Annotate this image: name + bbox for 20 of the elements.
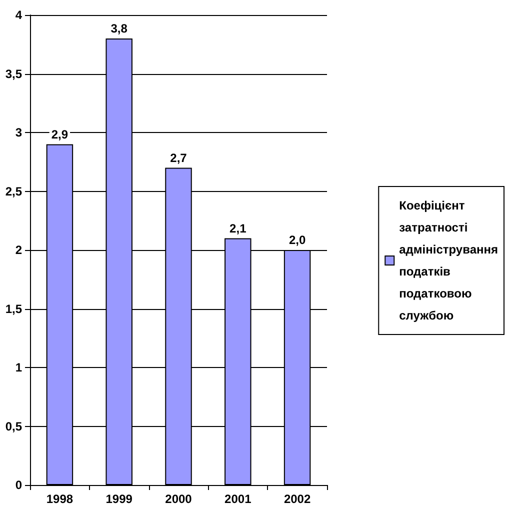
y-tick-label: 2 [15,243,22,257]
x-tick-label: 2000 [165,492,192,506]
data-label: 3,8 [110,22,128,36]
data-label: 2,0 [288,233,306,247]
y-tick-label: 1,5 [5,302,22,316]
legend-label: Коефіцієнт затратності адміністрування податків податковою службою [399,198,498,322]
y-tick-label: 2,5 [5,184,22,198]
x-tick-label: 2001 [224,492,252,506]
data-label: 2,7 [170,150,188,165]
x-tick-label: 2002 [284,492,311,506]
y-tick-label: 3,5 [5,66,22,81]
y-tick-label: 0,5 [5,419,22,434]
y-tick-label: 4 [15,8,22,22]
y-tick-label: 0 [15,478,22,492]
y-tick-label: 1 [15,360,22,374]
y-tick-label: 3 [15,126,22,140]
x-tick-label: 1998 [46,492,74,506]
data-label: 2,1 [230,221,247,236]
x-tick-label: 1999 [106,492,133,506]
data-label: 2,9 [51,127,68,142]
